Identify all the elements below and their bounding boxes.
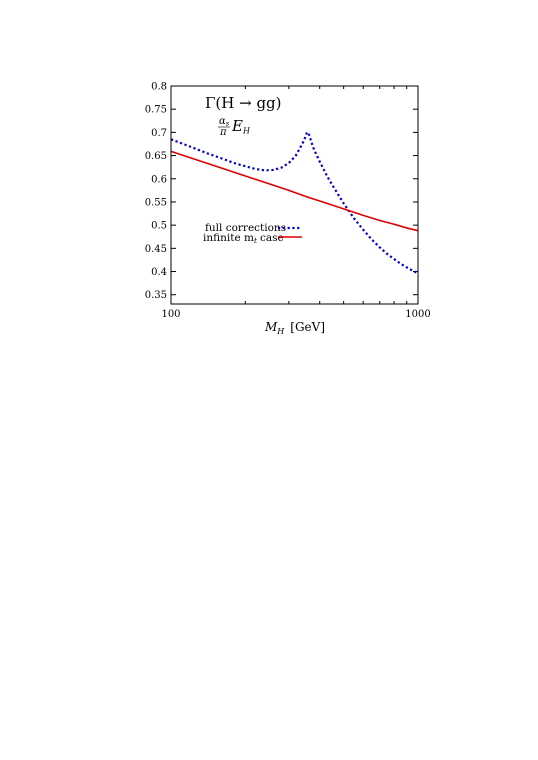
- y-tick-label: 0.45: [145, 244, 167, 255]
- y-tick-label: 0.55: [145, 197, 167, 208]
- series-line-infinite-mt: [170, 150, 419, 232]
- x-axis-label: MH [GeV]: [264, 320, 325, 336]
- subtitle-main: EH: [231, 117, 251, 136]
- subtitle-frac-denominator: π: [219, 127, 227, 138]
- chart-title: Γ(H → gg): [205, 94, 282, 112]
- legend-label-full-corrections: full corrections: [205, 222, 286, 234]
- series-lines: [170, 131, 419, 275]
- chart-subtitle: αs π EH: [218, 116, 251, 138]
- plot-frame: [170, 85, 419, 305]
- y-tick-label: 0.65: [145, 151, 167, 162]
- y-tick-label: 0.6: [151, 174, 167, 185]
- x-tick-label: 1000: [405, 309, 430, 320]
- y-ticks: 0.35 0.4 0.45 0.5 0.55 0.6 0.65 0.7 0.75 0.8: [145, 82, 418, 301]
- x-ticks: 100 1000: [161, 86, 431, 320]
- y-tick-label: 0.4: [151, 267, 167, 278]
- y-tick-label: 0.7: [151, 128, 167, 139]
- legend: full corrections infinite mt case: [203, 222, 302, 245]
- series-line-full-corrections: [170, 131, 419, 275]
- y-tick-label: 0.35: [145, 290, 167, 301]
- legend-label-infinite-mt: infinite mt case: [203, 232, 284, 245]
- y-tick-label: 0.75: [145, 105, 167, 116]
- y-tick-label: 0.5: [151, 221, 167, 232]
- subtitle-frac-numerator: αs: [219, 116, 230, 128]
- y-tick-label: 0.8: [151, 82, 167, 93]
- x-tick-label: 100: [161, 309, 180, 320]
